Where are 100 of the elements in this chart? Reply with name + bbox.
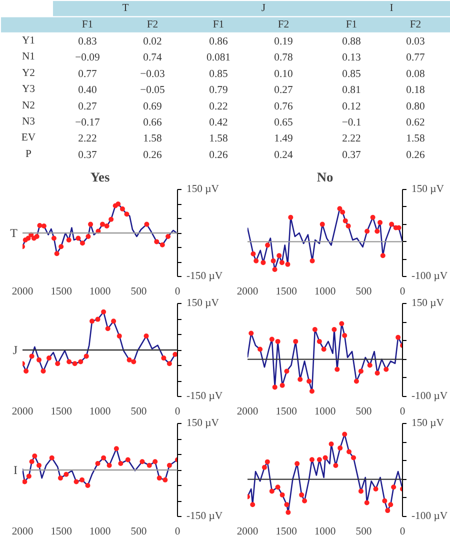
point [358, 368, 364, 374]
text: 0.081 [206, 52, 230, 64]
text: F1 [346, 19, 358, 30]
text: 1.49 [274, 134, 293, 145]
point [396, 334, 401, 340]
point [116, 334, 122, 339]
point [354, 378, 359, 384]
point [40, 368, 46, 374]
text: 0.86 [209, 36, 228, 48]
point [346, 224, 351, 229]
point [316, 338, 322, 344]
y-tick-label: -100 µV [412, 391, 448, 402]
x-tick-label: 0 [400, 286, 406, 298]
point [342, 218, 348, 224]
text: 0.37 [78, 150, 98, 161]
point [101, 455, 106, 460]
point [32, 454, 38, 459]
point [294, 461, 300, 466]
point [166, 234, 171, 239]
x-tick-label: 2000 [236, 406, 258, 418]
text: 0.85 [209, 68, 228, 80]
point [269, 336, 274, 342]
text: 0.66 [143, 118, 162, 128]
text: 1.58 [209, 134, 228, 145]
text: 0.10 [274, 68, 293, 80]
point [334, 366, 340, 372]
x-tick-label: 1500 [50, 526, 72, 538]
point [316, 457, 322, 462]
text: 0.83 [78, 36, 97, 48]
text: 0.12 [342, 101, 361, 112]
point [37, 222, 42, 228]
point [54, 251, 60, 256]
text: 0.26 [209, 150, 228, 161]
point [29, 459, 34, 464]
point [367, 362, 372, 368]
text: 1.58 [143, 134, 162, 145]
y-axis-title: T [10, 226, 18, 240]
point [51, 236, 56, 241]
text: N3 [22, 116, 36, 128]
point [337, 206, 342, 212]
text: 0.79 [209, 85, 228, 96]
x-tick-label: 0 [400, 406, 406, 418]
point [72, 361, 78, 366]
point [272, 267, 278, 272]
point [105, 326, 110, 332]
point [333, 463, 338, 468]
point [275, 338, 280, 344]
point [320, 222, 325, 227]
point [264, 459, 270, 464]
point [284, 368, 290, 374]
text: 0.74 [143, 52, 162, 64]
point [342, 332, 348, 338]
text: −0.1 [342, 118, 362, 128]
point [161, 356, 166, 361]
text: 2.22 [78, 134, 97, 145]
text: 0.19 [274, 36, 293, 48]
x-tick-label: 500 [356, 406, 372, 418]
text: EV [21, 132, 36, 144]
point [126, 357, 132, 362]
point [275, 484, 280, 490]
point [279, 260, 284, 266]
point [104, 224, 110, 229]
x-tick-label: 0 [400, 526, 406, 538]
point [24, 368, 29, 374]
point [66, 359, 72, 364]
x-tick-label: 500 [130, 286, 147, 298]
point [162, 477, 168, 482]
text: N1 [22, 52, 36, 63]
point [108, 216, 114, 222]
x-tick-label: 0 [174, 286, 180, 298]
point [172, 352, 178, 357]
point [302, 498, 308, 504]
text: Y1 [22, 36, 36, 46]
text: Y2 [22, 68, 36, 79]
text: N2 [22, 100, 36, 112]
text: −0.17 [75, 118, 100, 128]
text: J [261, 3, 266, 14]
point [86, 234, 91, 239]
point [120, 206, 125, 212]
point [106, 462, 112, 468]
point [309, 457, 314, 462]
y-tick-label: -150 µV [186, 391, 223, 402]
text: 0.03 [406, 36, 425, 48]
point [250, 502, 256, 508]
text: 0.18 [406, 85, 425, 96]
text: F1 [212, 19, 224, 30]
text: 0.40 [78, 85, 97, 96]
point [154, 239, 160, 244]
x-tick-label: 2000 [12, 526, 34, 538]
text: −0.09 [75, 52, 100, 64]
point [258, 346, 263, 352]
x-tick-label: 0 [174, 526, 180, 538]
point [95, 460, 100, 466]
point [36, 357, 42, 362]
point [364, 500, 370, 506]
point [391, 484, 396, 490]
text: −0.03 [140, 68, 165, 80]
text: −0.05 [140, 85, 165, 96]
text: 0.26 [143, 150, 162, 161]
point [250, 251, 256, 256]
